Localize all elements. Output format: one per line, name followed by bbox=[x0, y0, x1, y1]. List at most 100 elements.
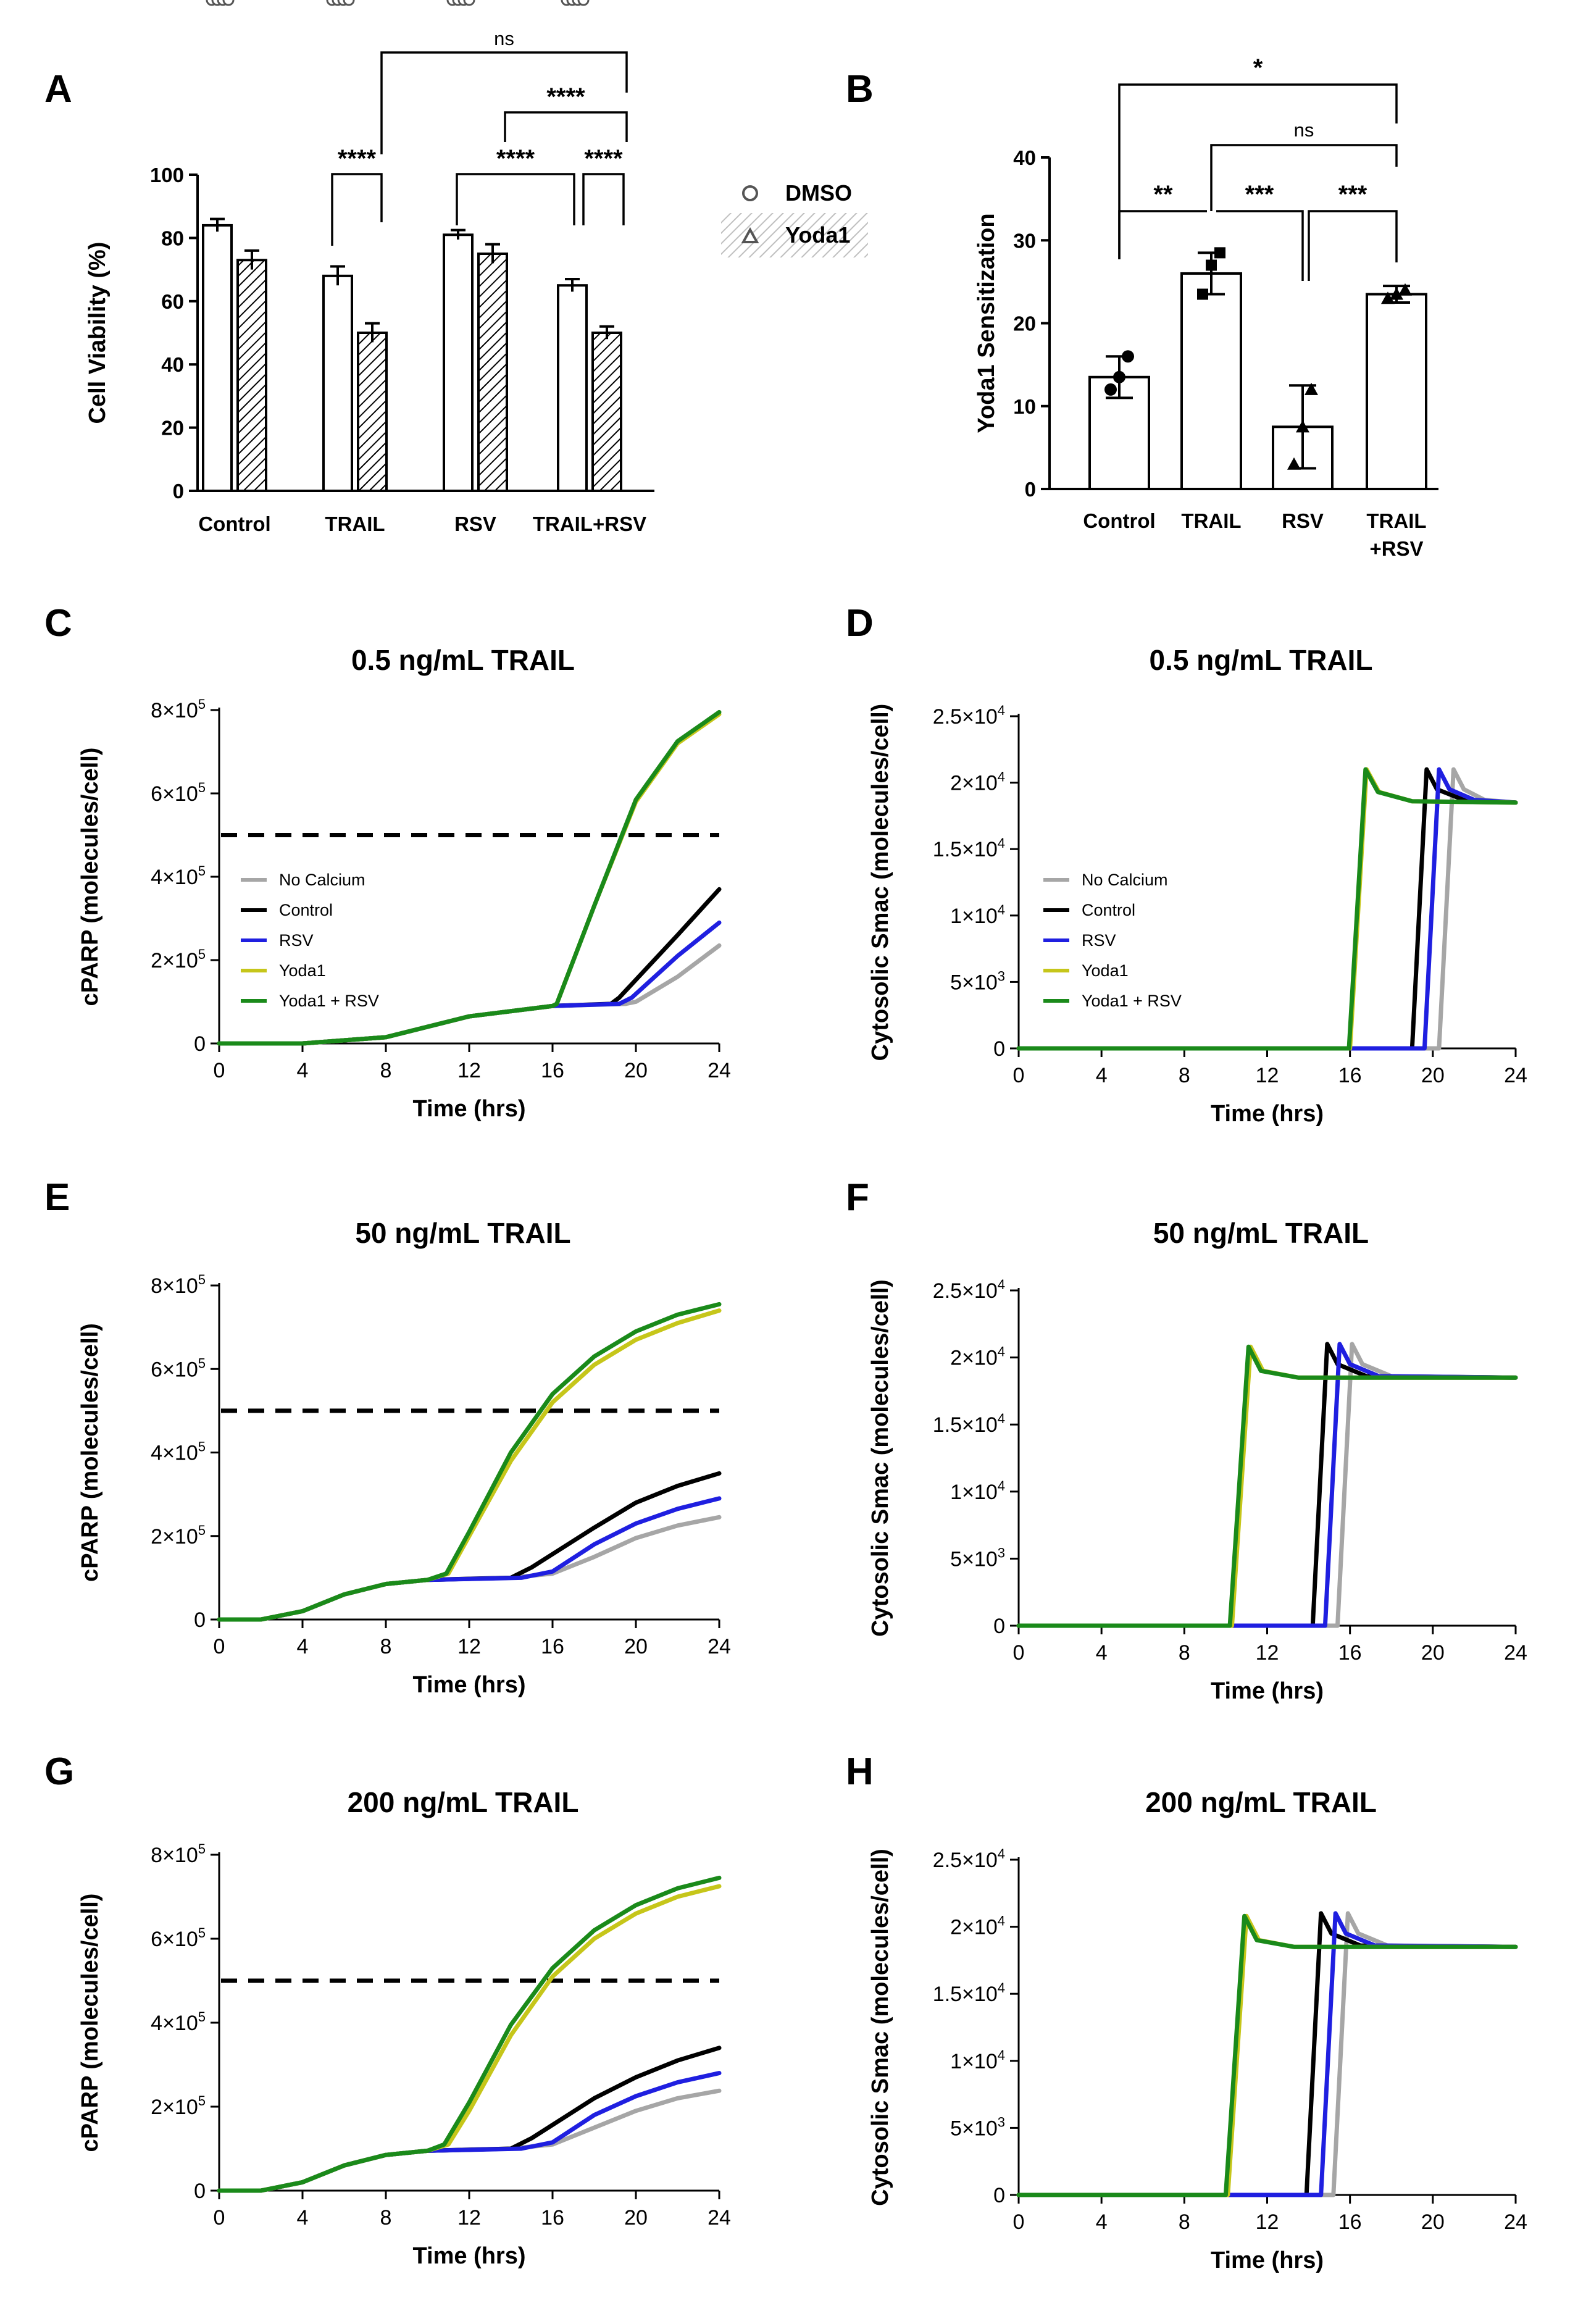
f-y-tick-label: 1×104 bbox=[950, 1478, 1005, 1504]
d-x-axis-label: Time (hrs) bbox=[1211, 1101, 1324, 1127]
f-y-tick-label-exponent: 4 bbox=[998, 1277, 1005, 1292]
e-y-tick-label-mantissa: 6×10 bbox=[151, 1358, 198, 1381]
a-y-axis-label: Cell Viability (%) bbox=[85, 242, 111, 424]
h-x-tick-label: 4 bbox=[1096, 2210, 1108, 2234]
f-y-tick-label: 1.5×104 bbox=[933, 1411, 1005, 1437]
d-series-yoda1-rsv bbox=[1016, 767, 1518, 1051]
e-y-tick-label-mantissa: 4×10 bbox=[151, 1442, 198, 1465]
b-data-point bbox=[1296, 420, 1309, 433]
b-data-point bbox=[1113, 370, 1125, 383]
f-y-tick-label: 5×103 bbox=[950, 1545, 1005, 1571]
a-bar-yoda1 bbox=[357, 332, 388, 492]
f-x-tick-label: 20 bbox=[1421, 1641, 1445, 1665]
c-y-tick-label: 8×105 bbox=[151, 696, 206, 722]
g-y-tick-label-mantissa: 6×10 bbox=[151, 1928, 198, 1951]
a-y-tick-label: 0 bbox=[173, 480, 184, 503]
g-y-tick-label-mantissa: 0 bbox=[194, 2180, 206, 2203]
e-y-tick-label: 4×105 bbox=[151, 1439, 206, 1465]
g-x-tick-label: 0 bbox=[214, 2206, 225, 2230]
h-y-tick-label-mantissa: 5×10 bbox=[950, 2117, 998, 2140]
c-y-tick-label-exponent: 5 bbox=[198, 780, 206, 795]
f-series-yoda1-rsv bbox=[1016, 1344, 1518, 1628]
a-significance-bracket bbox=[380, 51, 628, 154]
b-bar bbox=[1180, 272, 1242, 490]
g-y-tick-label-mantissa: 8×10 bbox=[151, 1844, 198, 1867]
c-x-tick-label: 4 bbox=[297, 1059, 309, 1082]
a-y-tick-label: 80 bbox=[161, 227, 184, 249]
a-legend-label-yoda1: Yoda1 bbox=[785, 222, 850, 248]
a-bar-dmso bbox=[322, 274, 353, 492]
d-y-tick-label-mantissa: 2.5×10 bbox=[933, 705, 998, 729]
b-significance-bracket bbox=[1210, 144, 1398, 211]
c-y-axis-label: cPARP (molecules/cell) bbox=[77, 748, 103, 1006]
a-data-point-dmso bbox=[343, 0, 355, 6]
c-series-yoda1-rsv bbox=[217, 709, 722, 1046]
c-x-tick-label: 0 bbox=[214, 1059, 225, 1082]
c-x-tick-label: 12 bbox=[457, 1059, 481, 1082]
d-y-tick-label: 0 bbox=[993, 1037, 1005, 1061]
b-significance-label: ** bbox=[1153, 181, 1173, 208]
c-y-tick-label: 0 bbox=[194, 1032, 206, 1056]
h-x-tick-label: 12 bbox=[1256, 2210, 1279, 2234]
e-x-tick-label: 0 bbox=[214, 1635, 225, 1658]
c-y-tick-label-exponent: 5 bbox=[198, 696, 206, 712]
b-y-axis-label: Yoda1 Sensitization bbox=[974, 213, 1000, 433]
b-data-point bbox=[1390, 287, 1403, 300]
b-x-category-label: +RSV bbox=[1369, 537, 1423, 560]
f-y-tick-label: 2.5×104 bbox=[933, 1277, 1005, 1303]
f-y-tick-label: 2×104 bbox=[950, 1344, 1005, 1370]
a-x-category-label: RSV bbox=[454, 512, 496, 535]
d-x-tick-label: 16 bbox=[1338, 1064, 1362, 1087]
e-y-tick-label: 8×105 bbox=[151, 1272, 206, 1298]
e-x-tick-label: 24 bbox=[708, 1635, 731, 1658]
g-x-tick-label: 4 bbox=[297, 2206, 309, 2230]
f-x-tick-label: 12 bbox=[1256, 1641, 1279, 1665]
a-legend-label-dmso: DMSO bbox=[785, 180, 852, 206]
e-y-tick-label-mantissa: 8×10 bbox=[151, 1274, 198, 1298]
d-y-tick-label-exponent: 4 bbox=[998, 835, 1005, 851]
h-y-axis-label: Cytosolic Smac (molecules/cell) bbox=[867, 1849, 893, 2206]
c-x-axis-label: Time (hrs) bbox=[412, 1096, 525, 1122]
d-x-tick-label: 8 bbox=[1179, 1064, 1190, 1087]
a-bar-dmso bbox=[557, 284, 588, 492]
h-y-tick-label-exponent: 4 bbox=[998, 1913, 1005, 1929]
b-data-point bbox=[1381, 291, 1395, 304]
f-y-tick-label-exponent: 4 bbox=[998, 1478, 1005, 1494]
a-significance-bracket bbox=[582, 173, 625, 225]
b-significance-bracket bbox=[1118, 83, 1398, 259]
panel-letter-a: A bbox=[44, 68, 72, 111]
c-x-tick-label: 16 bbox=[541, 1059, 564, 1082]
a-legend-marker-dmso bbox=[742, 185, 758, 201]
f-x-tick-label: 8 bbox=[1179, 1641, 1190, 1665]
panel-letter-c: C bbox=[44, 602, 72, 645]
h-y-tick-label: 2.5×104 bbox=[933, 1846, 1005, 1872]
chart-f-smac-50: 50 ng/mL TRAIL 0 4 8 12 16 20 24 Time (hrs) 0 5×10… bbox=[867, 1217, 1527, 1704]
a-y-tick-label: 40 bbox=[161, 353, 184, 376]
e-y-axis-label: cPARP (molecules/cell) bbox=[77, 1323, 103, 1582]
b-y-tick-label: 30 bbox=[1013, 229, 1036, 252]
chart-a-cell-viability: 0 20 40 60 80 100 Cell Viability (%) Control TRA… bbox=[85, 0, 868, 535]
chart-d-smac-0-5: 0.5 ng/mL TRAIL 0 4 8 12 16 20 24 Time (hrs) 0 5×1… bbox=[867, 644, 1527, 1127]
a-bar-dmso bbox=[202, 224, 233, 492]
f-x-axis-label: Time (hrs) bbox=[1211, 1678, 1324, 1704]
c-x-tick-label: 8 bbox=[380, 1059, 392, 1082]
c-y-tick-label: 2×105 bbox=[151, 947, 206, 972]
a-y-tick-label: 100 bbox=[150, 164, 184, 186]
b-x-category-label: RSV bbox=[1282, 509, 1324, 532]
b-y-tick-label: 10 bbox=[1013, 395, 1036, 418]
h-x-tick-label: 0 bbox=[1013, 2210, 1025, 2234]
h-y-tick-label-exponent: 3 bbox=[998, 2114, 1005, 2130]
a-significance-label: ns bbox=[494, 28, 514, 49]
chart-e-cparp-50: 50 ng/mL TRAIL 0 4 8 12 16 20 24 Time (hrs) 0 2×10… bbox=[77, 1217, 731, 1698]
panel-letter-g: G bbox=[44, 1750, 74, 1793]
f-y-axis-label: Cytosolic Smac (molecules/cell) bbox=[867, 1279, 893, 1637]
f-y-tick-label-mantissa: 1×10 bbox=[950, 1481, 998, 1504]
f-y-tick-label-exponent: 4 bbox=[998, 1411, 1005, 1426]
g-series-yoda1-rsv bbox=[217, 1875, 722, 2193]
panel-letter-e: E bbox=[44, 1176, 70, 1219]
d-title: 0.5 ng/mL TRAIL bbox=[1149, 644, 1372, 676]
c-y-tick-label-mantissa: 2×10 bbox=[151, 949, 198, 972]
g-y-axis-label: cPARP (molecules/cell) bbox=[77, 1894, 103, 2152]
d-x-tick-label: 0 bbox=[1013, 1064, 1025, 1087]
h-x-tick-label: 24 bbox=[1504, 2210, 1527, 2234]
